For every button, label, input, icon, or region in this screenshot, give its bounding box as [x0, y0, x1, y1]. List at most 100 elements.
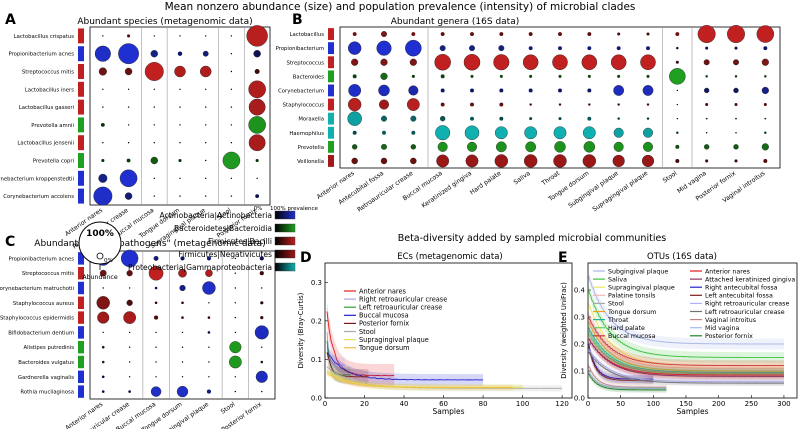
row-label: Prevotella copri — [33, 159, 74, 165]
abundance-bubble — [259, 271, 264, 276]
abundance-bubble — [234, 272, 237, 274]
phylum-gradient-swatch — [274, 223, 296, 233]
abundance-bubble — [178, 158, 182, 163]
abundance-bubble — [465, 154, 479, 168]
row-label: Staphylococcus — [283, 103, 325, 109]
abundance-bubble — [763, 103, 767, 107]
abundance-bubble — [669, 68, 686, 85]
abundance-bubble — [260, 316, 264, 320]
abundance-bubble — [522, 54, 539, 71]
abundance-bubble — [703, 87, 710, 94]
abundance-bubble — [558, 32, 562, 37]
abundance-bubble — [733, 144, 739, 150]
series-line — [588, 275, 784, 345]
phylum-label: Firmicutes|Bacilli — [208, 237, 272, 246]
panel-c-title: Abundant PATRIC "pathogens" (metagenomic… — [34, 239, 265, 249]
abundance-bubble — [528, 88, 533, 93]
abundance-bubble — [676, 46, 679, 50]
row-label: Corynebacterium — [278, 88, 324, 94]
abundance-bubble — [153, 35, 155, 37]
abundance-bubble — [181, 361, 184, 363]
abundance-bubble — [255, 194, 260, 199]
series-line — [588, 321, 784, 372]
abundance-bubble — [230, 88, 233, 91]
panel-letter: D — [300, 250, 312, 266]
row-label: Lactobacillus gasseri — [19, 105, 74, 111]
abundance-bubble — [470, 116, 474, 121]
abundance-bubble — [410, 157, 417, 165]
series-line — [588, 327, 784, 373]
abundance-bubble — [102, 331, 104, 334]
abundance-bubble — [206, 389, 211, 394]
abundance-bubble — [153, 88, 155, 91]
abundance-bubble — [120, 249, 139, 268]
abundance-bubble — [493, 54, 510, 71]
row-label: Moraxella — [298, 117, 324, 123]
abundance-bubble — [499, 88, 504, 93]
abundance-bubble — [676, 117, 679, 120]
abundance-bubble — [347, 111, 362, 126]
y-tick-label: 0.3 — [311, 279, 322, 287]
abundance-bubble — [153, 142, 155, 144]
row-label: Streptococcus mitis — [22, 271, 74, 277]
abundance-bubble — [735, 132, 737, 134]
abundance-bubble — [764, 131, 767, 134]
y-axis-label: Diversity (Bray-Curtis) — [297, 292, 305, 368]
row-label: Veillonella — [297, 159, 324, 165]
abundance-low-label: 0% — [104, 258, 113, 264]
abundance-bubble — [205, 124, 207, 126]
row-label: Staphylococcus epidermidis — [0, 316, 74, 322]
legend-label: Right antecubital fossa — [705, 285, 778, 292]
row-label: Prevotella amnii — [31, 123, 74, 129]
abundance-bubble — [470, 32, 474, 37]
abundance-bubble — [254, 69, 260, 74]
x-tick-label: 60 — [439, 400, 448, 408]
abundance-bubble — [411, 32, 416, 37]
abundance-bubble — [260, 301, 264, 305]
abundance-bubble — [179, 88, 181, 91]
abundance-bubble — [126, 158, 131, 163]
phylum-swatch — [78, 355, 84, 369]
abundance-bubble — [126, 299, 133, 306]
x-axis-label: Samples — [676, 407, 708, 416]
abundance-bubble — [102, 106, 104, 108]
row-label: Streptococcus mitis — [22, 70, 74, 76]
series-line — [588, 348, 784, 383]
abundance-bubble — [763, 158, 768, 163]
phylum-swatch — [328, 70, 334, 83]
series-band — [588, 368, 667, 392]
abundance-bubble — [734, 159, 738, 163]
abundance-bubble — [230, 177, 233, 179]
abundance-bubble — [764, 75, 767, 78]
abundance-bubble — [347, 41, 362, 55]
panel-letter: A — [5, 12, 16, 28]
abundance-bubble — [613, 127, 624, 138]
series-band — [326, 369, 513, 391]
plot-frame — [324, 262, 573, 399]
abundance-bubble — [261, 346, 263, 348]
panel-e: 0 50 100 150 200 250 300 0.0 0.1 0.2 0.3 0.4 Samples… — [560, 262, 798, 416]
y-axis-label: Diversity (weighted UniFrac) — [560, 282, 568, 379]
abundance-bubble — [381, 31, 387, 38]
panel-letters: A B C D E — [5, 12, 568, 266]
abundance-bubble — [153, 106, 155, 108]
abundance-bubble — [676, 103, 679, 106]
abundance-bubble — [582, 154, 597, 168]
abundance-bubble — [646, 32, 650, 36]
abundance-bubble — [97, 311, 110, 324]
column-label: Throat — [540, 170, 562, 188]
abundance-bubble — [352, 130, 357, 135]
abundance-bubble — [587, 88, 592, 93]
abundance-bubble — [101, 360, 105, 364]
abundance-bubble — [179, 35, 181, 37]
abundance-bubble — [380, 58, 388, 66]
legend-label: Left antecubital fossa — [705, 293, 773, 300]
abundance-bubble — [643, 141, 653, 152]
series-line — [326, 352, 484, 381]
abundance-bubble — [642, 85, 654, 96]
abundance-bubble — [494, 154, 509, 168]
abundance-bubble — [553, 154, 567, 168]
abundance-bubble — [378, 84, 390, 97]
y-tick-label: 0.1 — [311, 356, 322, 364]
abundance-bubble — [205, 159, 207, 162]
